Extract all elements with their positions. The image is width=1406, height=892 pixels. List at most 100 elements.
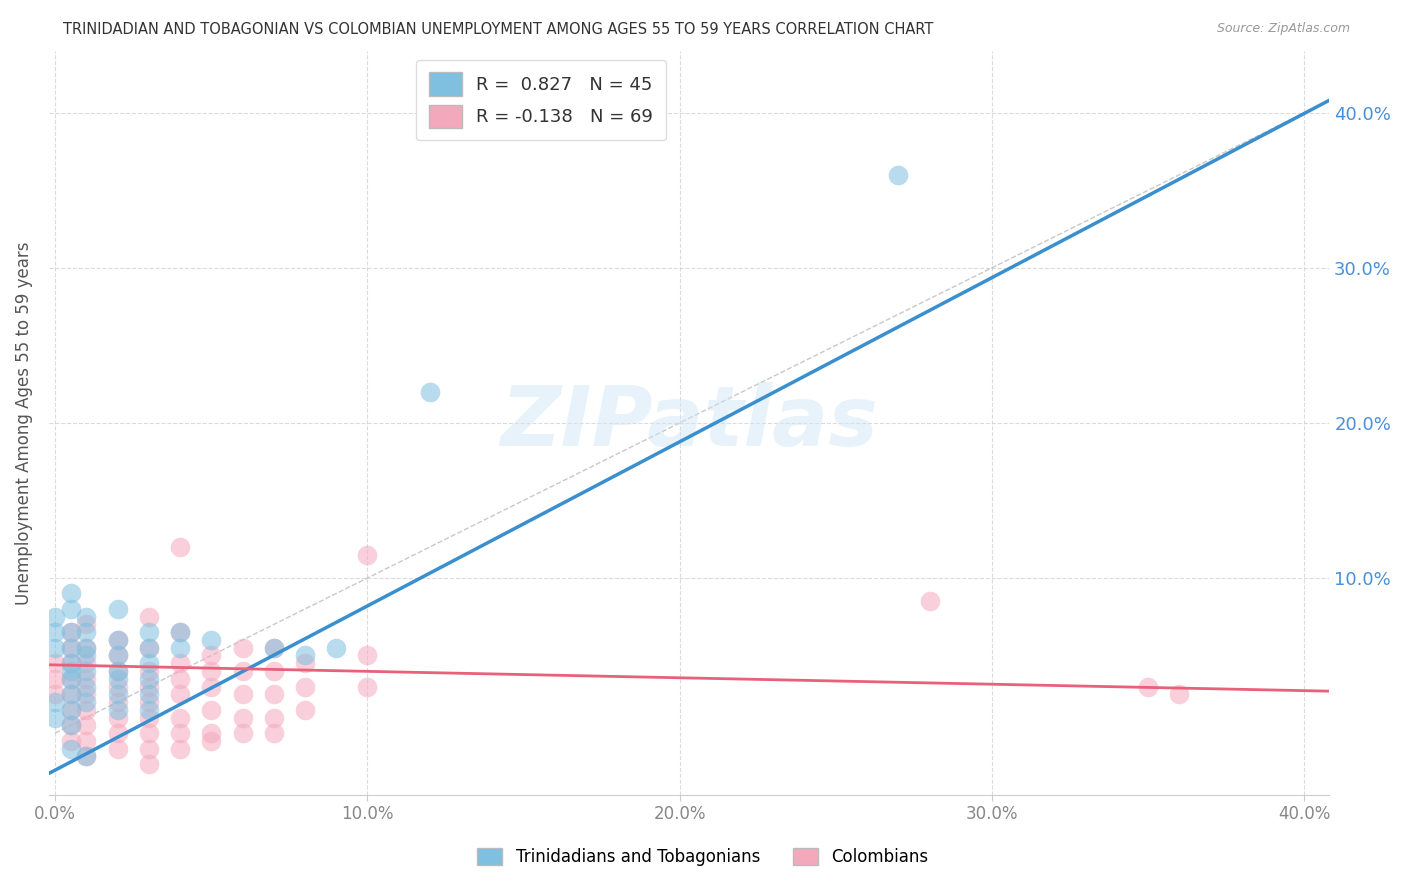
- Point: [59, 687, 82, 701]
- Point: [59, 672, 82, 686]
- Point: [75, 617, 97, 632]
- Point: [75, 648, 97, 663]
- Point: [138, 710, 160, 724]
- Point: [356, 680, 378, 694]
- Point: [263, 640, 285, 655]
- Point: [75, 695, 97, 709]
- Point: [107, 664, 129, 678]
- Legend: Trinidadians and Tobagonians, Colombians: Trinidadians and Tobagonians, Colombians: [470, 840, 936, 875]
- Point: [75, 687, 97, 701]
- Text: TRINIDADIAN AND TOBAGONIAN VS COLOMBIAN UNEMPLOYMENT AMONG AGES 55 TO 59 YEARS C: TRINIDADIAN AND TOBAGONIAN VS COLOMBIAN …: [63, 22, 934, 37]
- Point: [200, 726, 222, 740]
- Point: [59, 687, 82, 701]
- Point: [107, 741, 129, 756]
- Point: [232, 726, 254, 740]
- Point: [138, 664, 160, 678]
- Point: [59, 586, 82, 600]
- Point: [138, 695, 160, 709]
- Point: [263, 664, 285, 678]
- Point: [138, 741, 160, 756]
- Point: [75, 625, 97, 640]
- Point: [169, 625, 191, 640]
- Point: [75, 749, 97, 764]
- Point: [138, 703, 160, 717]
- Point: [75, 680, 97, 694]
- Point: [59, 672, 82, 686]
- Point: [44, 625, 66, 640]
- Point: [59, 625, 82, 640]
- Point: [75, 609, 97, 624]
- Point: [356, 648, 378, 663]
- Point: [59, 640, 82, 655]
- Point: [44, 640, 66, 655]
- Point: [169, 687, 191, 701]
- Y-axis label: Unemployment Among Ages 55 to 59 years: Unemployment Among Ages 55 to 59 years: [15, 241, 32, 605]
- Point: [138, 680, 160, 694]
- Point: [200, 703, 222, 717]
- Point: [107, 672, 129, 686]
- Point: [263, 710, 285, 724]
- Point: [59, 625, 82, 640]
- Point: [138, 640, 160, 655]
- Point: [107, 648, 129, 663]
- Point: [232, 687, 254, 701]
- Text: ZIPatlas: ZIPatlas: [501, 383, 879, 463]
- Point: [138, 657, 160, 671]
- Point: [200, 648, 222, 663]
- Point: [75, 640, 97, 655]
- Point: [169, 625, 191, 640]
- Point: [107, 648, 129, 663]
- Point: [75, 657, 97, 671]
- Point: [107, 602, 129, 616]
- Point: [59, 657, 82, 671]
- Point: [294, 657, 316, 671]
- Point: [44, 710, 66, 724]
- Point: [138, 640, 160, 655]
- Point: [59, 664, 82, 678]
- Legend: R =  0.827   N = 45, R = -0.138   N = 69: R = 0.827 N = 45, R = -0.138 N = 69: [416, 60, 665, 140]
- Point: [169, 726, 191, 740]
- Point: [59, 657, 82, 671]
- Point: [75, 749, 97, 764]
- Point: [200, 680, 222, 694]
- Point: [294, 680, 316, 694]
- Point: [107, 687, 129, 701]
- Point: [107, 680, 129, 694]
- Point: [44, 687, 66, 701]
- Point: [887, 168, 910, 182]
- Point: [107, 726, 129, 740]
- Point: [59, 718, 82, 732]
- Point: [59, 718, 82, 732]
- Point: [59, 703, 82, 717]
- Point: [59, 741, 82, 756]
- Point: [169, 710, 191, 724]
- Point: [59, 733, 82, 747]
- Text: Source: ZipAtlas.com: Source: ZipAtlas.com: [1216, 22, 1350, 36]
- Point: [75, 703, 97, 717]
- Point: [263, 726, 285, 740]
- Point: [138, 726, 160, 740]
- Point: [59, 640, 82, 655]
- Point: [169, 540, 191, 554]
- Point: [107, 664, 129, 678]
- Point: [138, 625, 160, 640]
- Point: [75, 664, 97, 678]
- Point: [107, 632, 129, 647]
- Point: [169, 657, 191, 671]
- Point: [59, 703, 82, 717]
- Point: [918, 594, 941, 608]
- Point: [138, 687, 160, 701]
- Point: [75, 672, 97, 686]
- Point: [59, 602, 82, 616]
- Point: [138, 757, 160, 772]
- Point: [1137, 680, 1160, 694]
- Point: [294, 648, 316, 663]
- Point: [75, 640, 97, 655]
- Point: [44, 695, 66, 709]
- Point: [107, 703, 129, 717]
- Point: [44, 657, 66, 671]
- Point: [75, 718, 97, 732]
- Point: [200, 733, 222, 747]
- Point: [44, 609, 66, 624]
- Point: [138, 672, 160, 686]
